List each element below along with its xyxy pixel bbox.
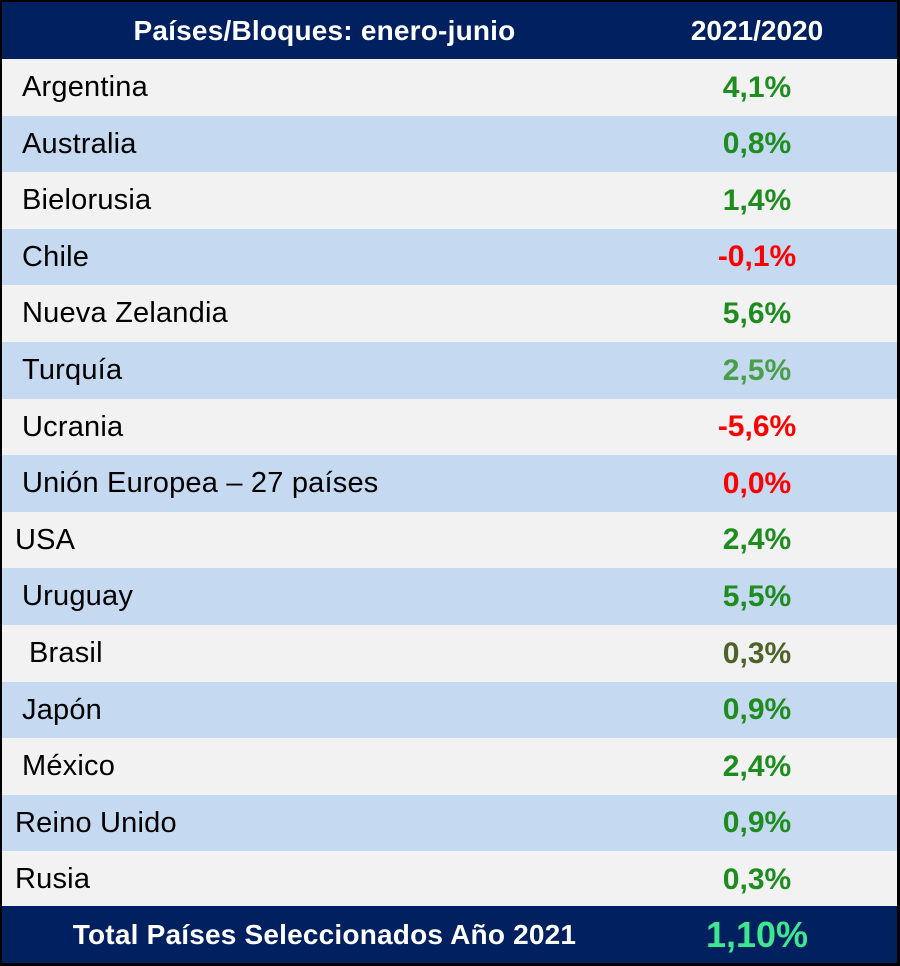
change-value: -5,6%: [717, 410, 797, 444]
header-country: Países/Bloques: enero-junio: [133, 14, 516, 46]
country-name: Argentina: [22, 71, 148, 103]
change-value: 0,8%: [722, 127, 792, 161]
table-row: Argentina 4,1%: [2, 59, 897, 116]
country-name: Chile: [22, 240, 90, 273]
table-row: Nueva Zelandia 5,6%: [2, 285, 897, 343]
total-label: Total Países Seleccionados Año 2021: [72, 918, 577, 950]
country-name: Turquía: [22, 354, 123, 386]
change-value: 2,4%: [722, 523, 792, 557]
change-value: 0,3%: [722, 636, 792, 670]
table-row: Brasil 0,3%: [2, 625, 897, 682]
country-name: Unión Europea – 27 países: [22, 467, 379, 500]
table-row: Japón 0,9%: [2, 681, 897, 739]
country-name: Australia: [22, 127, 137, 160]
change-value: 2,5%: [722, 353, 792, 387]
change-value: 4,1%: [722, 70, 792, 104]
country-name: Nueva Zelandia: [22, 297, 228, 330]
change-value: 5,6%: [722, 296, 792, 330]
table-row: Unión Europea – 27 países 0,0%: [2, 455, 897, 513]
country-name: USA: [15, 523, 76, 556]
country-name: Rusia: [15, 863, 91, 896]
change-value: -0,1%: [717, 240, 797, 274]
country-name: Japón: [22, 693, 103, 726]
table-row: Turquía 2,5%: [2, 342, 897, 399]
country-name: Bielorusia: [22, 184, 152, 217]
change-value: 0,9%: [722, 693, 792, 727]
change-value: 2,4%: [722, 749, 792, 783]
header-ratio: 2021/2020: [690, 14, 824, 46]
table-row: USA 2,4%: [2, 511, 897, 569]
total-value: 1,10%: [705, 913, 809, 955]
country-name: Brasil: [29, 637, 103, 669]
table-row: México 2,4%: [2, 738, 897, 796]
table-row: Rusia 0,3%: [2, 851, 897, 909]
table-footer-total: Total Países Seleccionados Año 2021 1,10…: [2, 906, 897, 963]
change-value: 0,0%: [722, 466, 792, 500]
change-value: 5,5%: [722, 579, 792, 613]
country-name: Reino Unido: [15, 806, 177, 839]
table-row: Chile -0,1%: [2, 228, 897, 286]
country-name: Uruguay: [22, 580, 134, 613]
change-value: 1,4%: [722, 183, 792, 217]
table-row: Bielorusia 1,4%: [2, 172, 897, 230]
table-row: Australia 0,8%: [2, 115, 897, 173]
table-row: Reino Unido 0,9%: [2, 794, 897, 852]
change-value: 0,9%: [722, 806, 792, 840]
country-name: Ucrania: [22, 410, 124, 443]
change-value: 0,3%: [722, 862, 792, 896]
table-row: Uruguay 5,5%: [2, 568, 897, 626]
country-name: México: [22, 750, 116, 783]
table-row: Ucrania -5,6%: [2, 398, 897, 456]
table-header: Países/Bloques: enero-junio 2021/2020: [2, 2, 897, 59]
